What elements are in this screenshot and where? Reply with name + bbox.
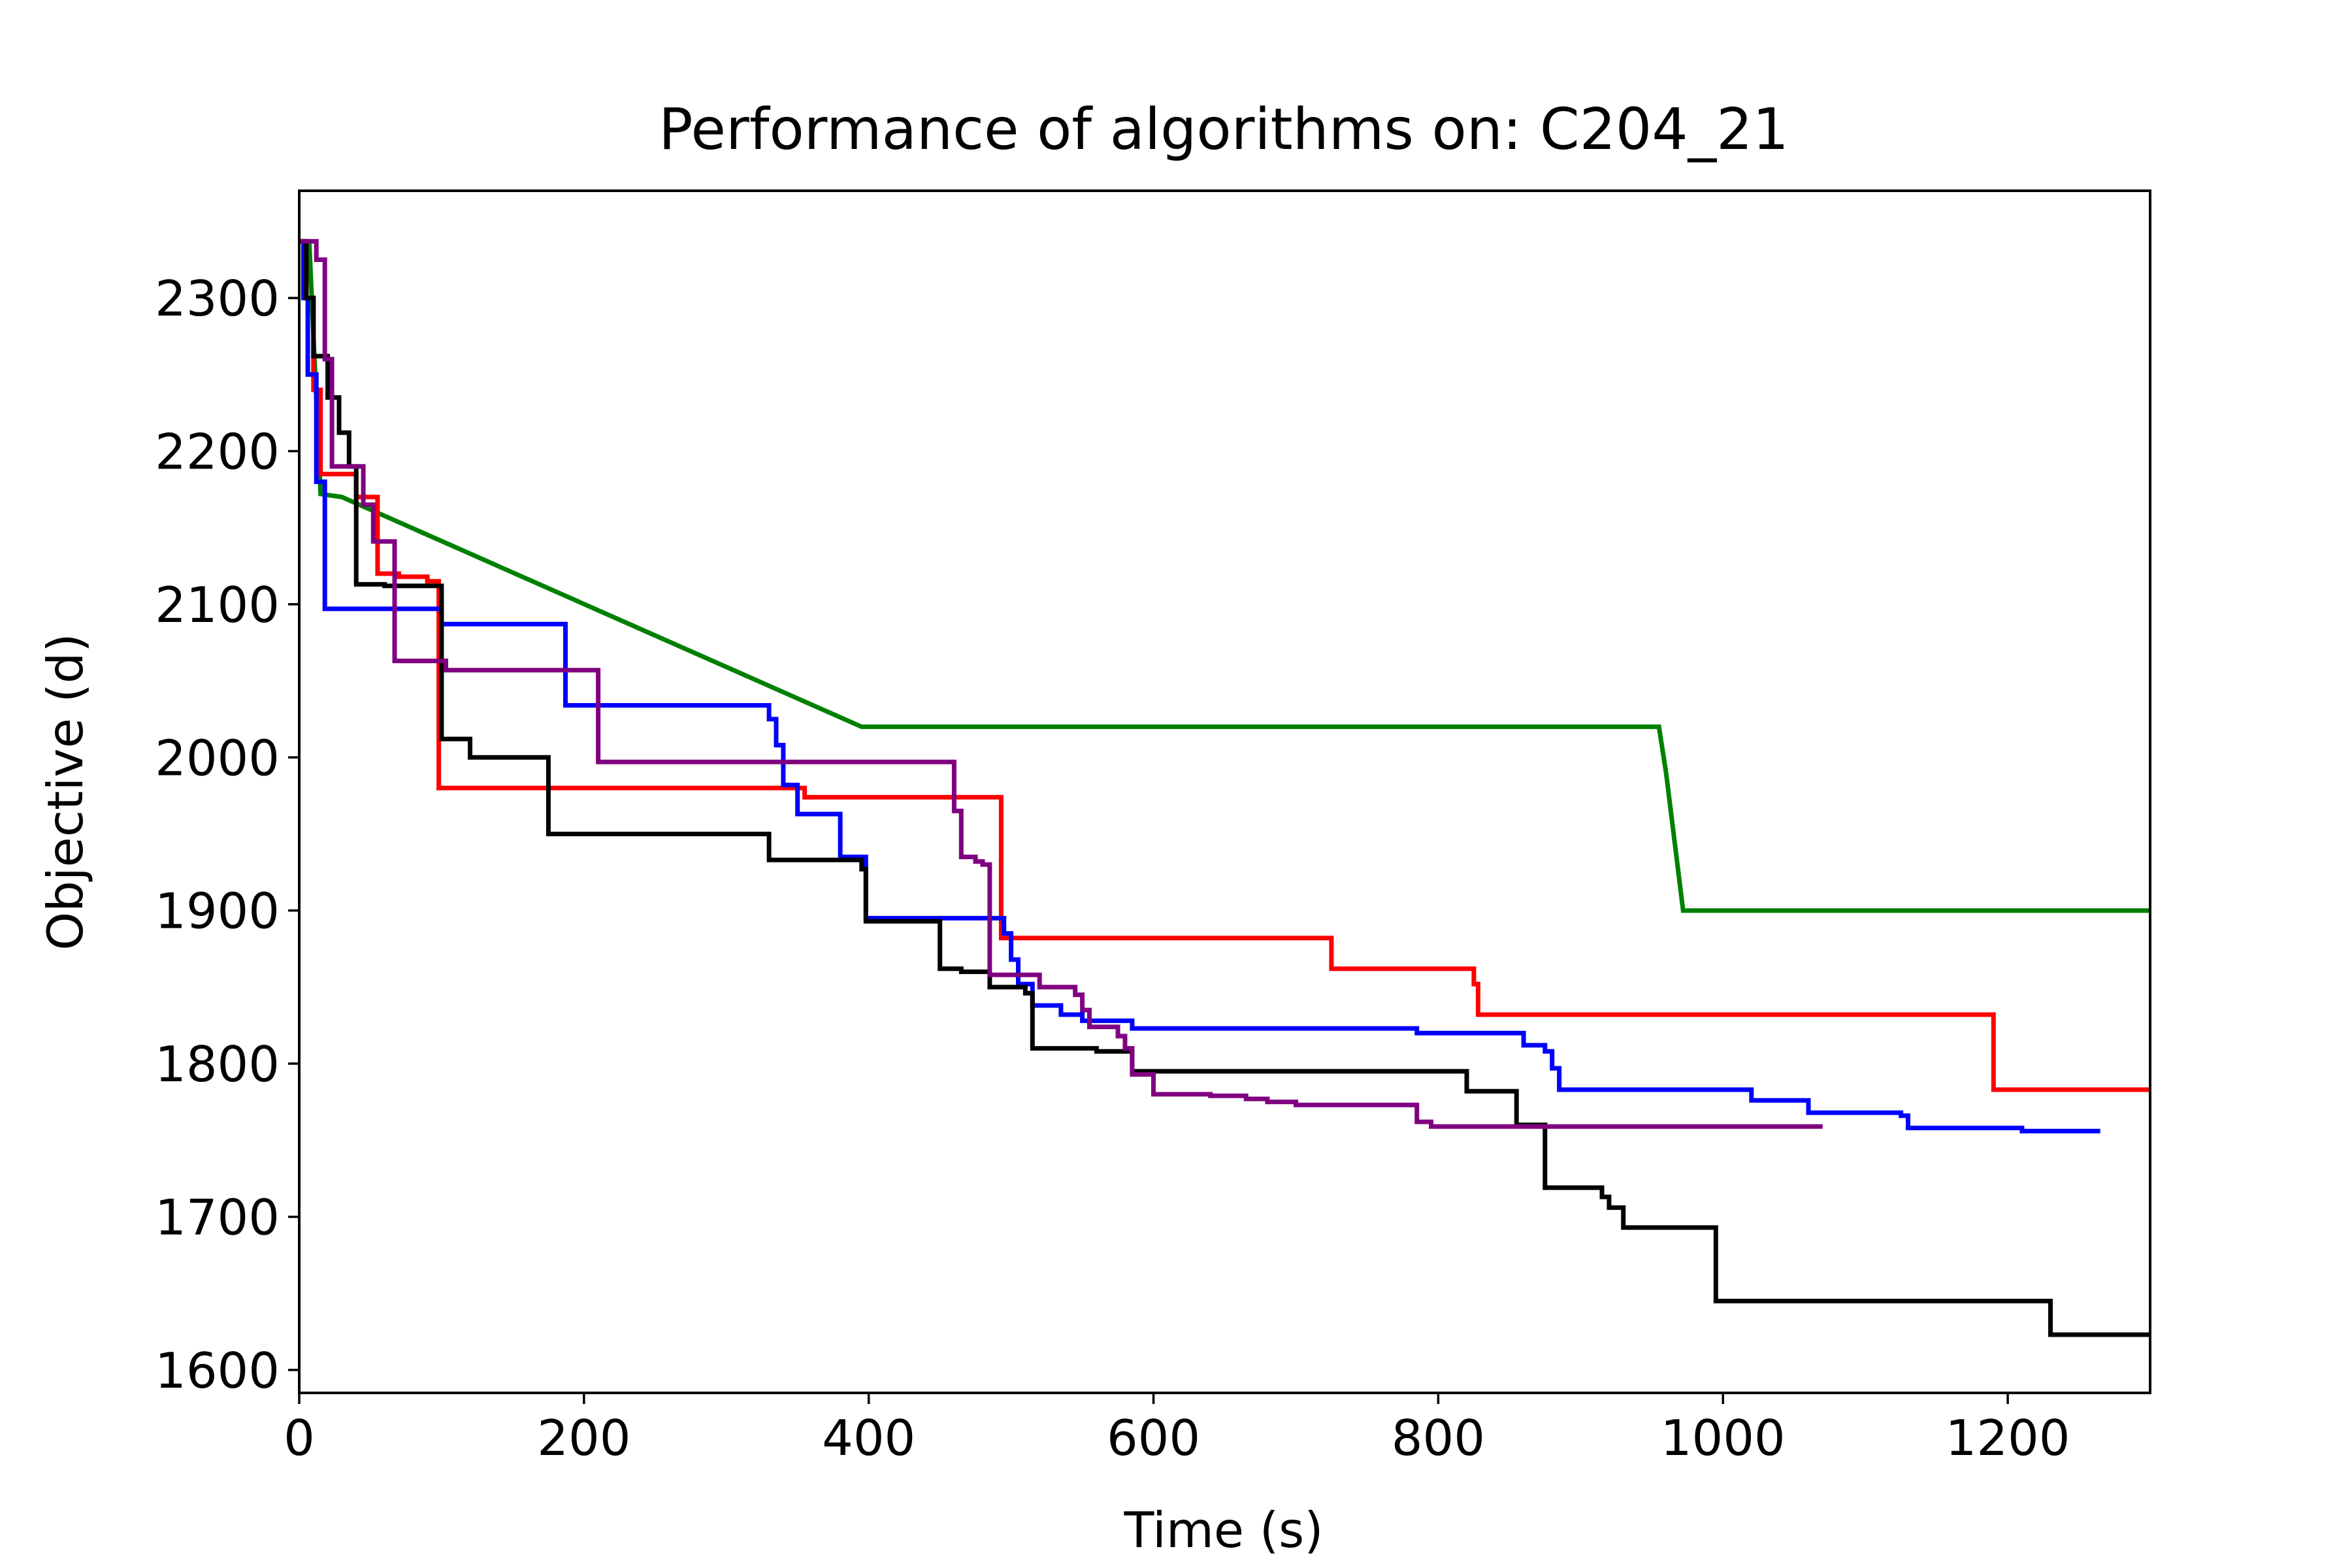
- x-tick-label: 200: [537, 1409, 630, 1467]
- y-tick-label: 2100: [155, 576, 280, 634]
- chart-title: Performance of algorithms on: C204_21: [659, 96, 1789, 163]
- y-tick-label: 2300: [155, 270, 280, 327]
- y-tick-label: 1600: [155, 1342, 280, 1399]
- y-tick-label: 1700: [155, 1188, 280, 1246]
- y-tick-label: 1800: [155, 1036, 280, 1093]
- x-tick-label: 400: [822, 1409, 915, 1467]
- plot-background: [299, 191, 2150, 1393]
- y-tick-label: 2200: [155, 423, 280, 480]
- y-tick-label: 2000: [155, 729, 280, 787]
- x-tick-label: 1200: [1946, 1409, 2070, 1467]
- y-axis-label: Objective (d): [37, 633, 94, 951]
- x-tick-label: 1000: [1661, 1409, 1786, 1467]
- x-axis-label: Time (s): [1124, 1501, 1324, 1559]
- x-tick-label: 600: [1107, 1409, 1200, 1467]
- plot-area: [299, 191, 2150, 1393]
- x-tick-label: 800: [1392, 1409, 1485, 1467]
- y-tick-label: 1900: [155, 883, 280, 940]
- x-tick-label: 0: [284, 1409, 315, 1467]
